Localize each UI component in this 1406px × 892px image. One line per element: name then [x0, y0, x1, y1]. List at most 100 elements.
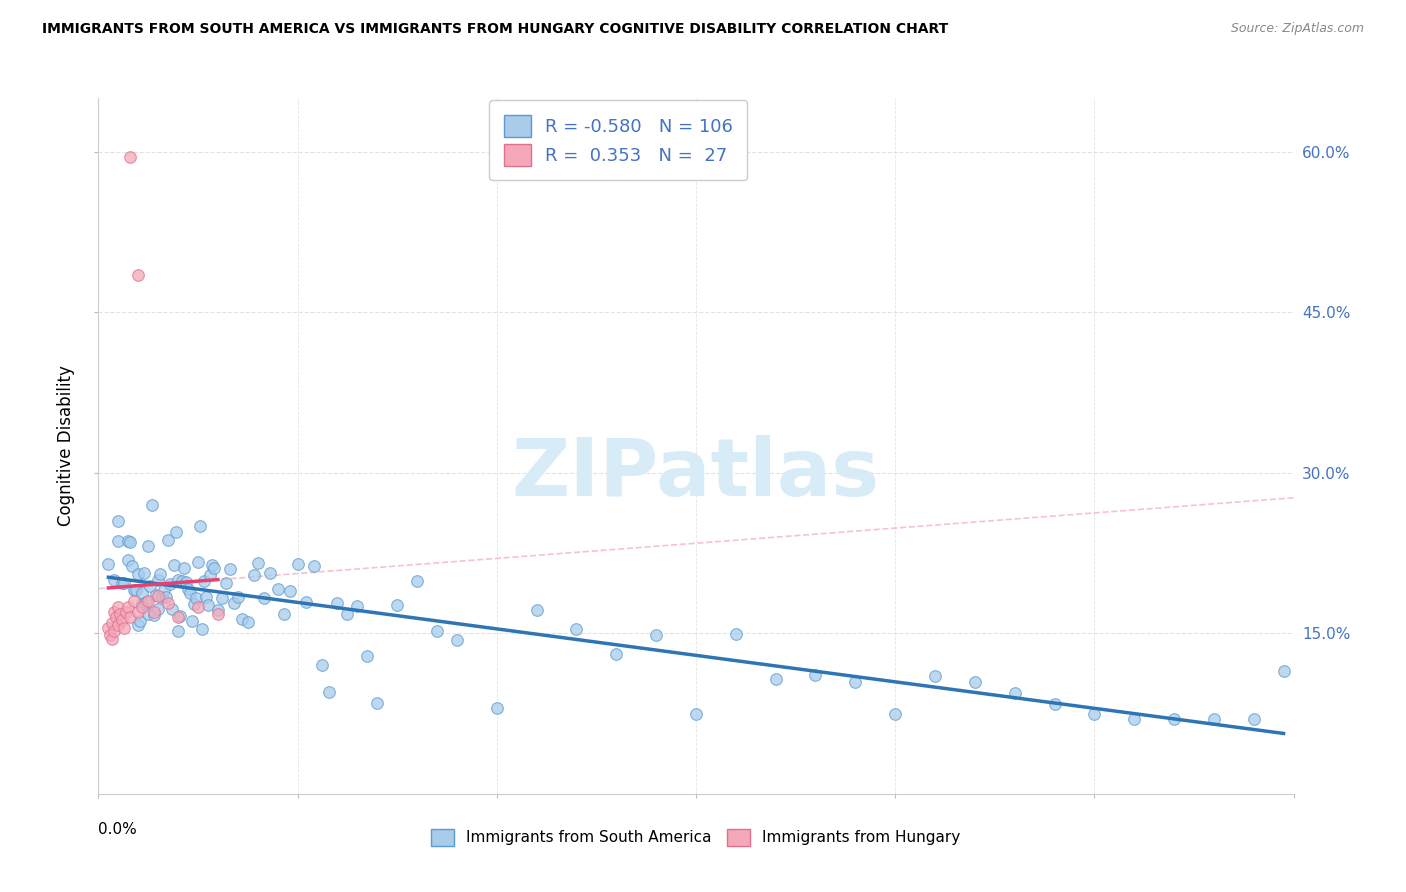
Point: [97, 621, 120, 635]
Point: [246, 556, 269, 570]
Point: [187, 556, 209, 570]
Point: [117, 599, 139, 614]
Point: [278, 583, 301, 598]
Point: [1202, 712, 1225, 726]
Point: [98, 628, 122, 642]
Point: [765, 672, 787, 686]
Point: [188, 519, 211, 533]
Point: [107, 599, 129, 614]
Point: [605, 647, 627, 661]
Point: [143, 608, 166, 623]
Point: [207, 607, 229, 621]
Point: [1083, 706, 1105, 721]
Point: [129, 614, 152, 628]
Point: [167, 610, 190, 624]
Point: [565, 622, 588, 636]
Point: [191, 623, 214, 637]
Point: [139, 580, 162, 594]
Point: [155, 591, 177, 605]
Point: [198, 567, 221, 582]
Point: [136, 607, 159, 622]
Point: [127, 605, 149, 619]
Point: [485, 701, 508, 715]
Text: ZIPatlas: ZIPatlas: [512, 434, 880, 513]
Point: [193, 574, 215, 588]
Point: [131, 599, 153, 614]
Text: Source: ZipAtlas.com: Source: ZipAtlas.com: [1230, 22, 1364, 36]
Point: [1004, 686, 1026, 700]
Point: [149, 566, 172, 581]
Point: [105, 610, 128, 624]
Point: [167, 573, 190, 587]
Point: [226, 590, 249, 604]
Point: [181, 615, 204, 629]
Point: [273, 607, 295, 621]
Point: [107, 617, 129, 632]
Point: [346, 599, 368, 613]
Point: [318, 685, 340, 699]
Point: [311, 658, 333, 673]
Point: [219, 561, 242, 575]
Point: [446, 633, 468, 648]
Point: [124, 594, 146, 608]
Point: [163, 558, 186, 572]
Point: [141, 498, 163, 512]
Point: [115, 605, 138, 619]
Point: [112, 621, 135, 635]
Point: [1243, 712, 1265, 726]
Point: [131, 586, 153, 600]
Point: [406, 574, 429, 588]
Point: [117, 534, 139, 549]
Y-axis label: Cognitive Disability: Cognitive Disability: [56, 366, 75, 526]
Point: [366, 696, 388, 710]
Point: [120, 535, 142, 549]
Point: [125, 583, 148, 598]
Point: [103, 573, 125, 587]
Point: [172, 574, 194, 588]
Point: [222, 596, 245, 610]
Point: [124, 582, 146, 597]
Point: [385, 598, 409, 612]
Point: [169, 609, 191, 624]
Point: [924, 669, 946, 683]
Point: [287, 557, 309, 571]
Point: [804, 668, 827, 682]
Point: [107, 534, 129, 549]
Point: [215, 576, 238, 591]
Point: [884, 706, 907, 721]
Point: [1272, 664, 1295, 678]
Point: [685, 706, 707, 721]
Point: [211, 591, 233, 605]
Point: [174, 574, 197, 589]
Point: [148, 602, 170, 616]
Point: [136, 540, 159, 554]
Point: [101, 615, 124, 630]
Point: [167, 624, 190, 638]
Point: [201, 558, 224, 572]
Point: [243, 568, 266, 582]
Point: [112, 576, 135, 591]
Point: [173, 561, 195, 575]
Point: [165, 524, 187, 539]
Point: [150, 590, 173, 604]
Point: [336, 607, 359, 621]
Legend: Immigrants from South America, Immigrants from Hungary: Immigrants from South America, Immigrant…: [425, 822, 967, 853]
Point: [111, 576, 134, 591]
Point: [148, 589, 170, 603]
Point: [1043, 697, 1066, 711]
Point: [177, 582, 200, 596]
Point: [143, 605, 166, 619]
Point: [107, 514, 129, 528]
Point: [120, 150, 142, 164]
Point: [157, 596, 180, 610]
Point: [179, 586, 201, 600]
Point: [148, 573, 170, 587]
Point: [120, 610, 142, 624]
Point: [645, 628, 668, 642]
Point: [195, 591, 218, 605]
Point: [526, 603, 548, 617]
Point: [231, 612, 253, 626]
Point: [110, 607, 132, 621]
Point: [127, 566, 149, 581]
Point: [253, 591, 276, 605]
